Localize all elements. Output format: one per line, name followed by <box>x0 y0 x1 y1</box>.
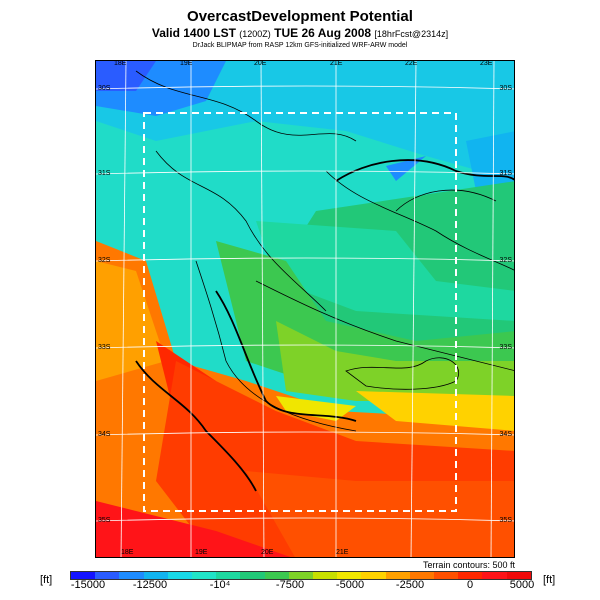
colorbar-tick: -15000 <box>70 579 106 591</box>
colorbar-tick: -12500 <box>132 579 168 591</box>
valid-time-utc: (1200Z) <box>239 29 271 39</box>
colorbar-swatch <box>434 572 459 579</box>
lat-label-right: 33S <box>499 344 512 351</box>
lat-label-left: 35S <box>98 517 111 524</box>
colorbar-swatch <box>192 572 217 579</box>
lon-label-bottom: 20E <box>261 549 274 556</box>
colorbar-tick: 5000 <box>509 579 535 591</box>
forecast-map: 18E 19E 20E 21E 22E 23E 18E 19E 20E 21E … <box>95 60 515 558</box>
colorbar-tick: -10⁴ <box>209 579 231 591</box>
lon-label-bottom: 18E <box>121 549 134 556</box>
colorbar-tick: -7500 <box>275 579 305 591</box>
lon-label-top: 19E <box>180 60 193 67</box>
map-subtitle: Valid 1400 LST (1200Z) TUE 26 Aug 2008 [… <box>0 26 600 40</box>
lat-label-right: 34S <box>499 431 512 438</box>
colorbar-swatch <box>264 572 289 579</box>
lat-label-right: 35S <box>499 517 512 524</box>
lon-label-top: 18E <box>114 60 127 67</box>
forecast-info: [18hrFcst@2314z] <box>374 29 449 39</box>
lat-label-left: 33S <box>98 344 111 351</box>
colorbar-swatch <box>337 572 362 579</box>
lat-label-right: 30S <box>499 85 512 92</box>
colorbar-unit-right: [ft] <box>543 574 556 586</box>
colorbar-swatch <box>482 572 507 579</box>
colorbar-swatch <box>361 572 386 579</box>
valid-date: TUE 26 Aug 2008 <box>274 26 372 40</box>
lon-label-top: 21E <box>330 60 343 67</box>
colorbar-swatch <box>216 572 241 579</box>
lon-label-bottom: 21E <box>336 549 349 556</box>
colorbar-unit-left: [ft] <box>40 574 53 586</box>
lon-label-bottom: 19E <box>195 549 208 556</box>
color-scale-bar <box>70 571 532 580</box>
terrain-contour-note: Terrain contours: 500 ft <box>422 560 515 570</box>
colorbar-swatch <box>313 572 338 579</box>
valid-time: Valid 1400 LST <box>151 26 236 40</box>
colorbar-swatch <box>458 572 483 579</box>
lat-label-right: 32S <box>499 257 512 264</box>
model-credit: DrJack BLIPMAP from RASP 12km GFS-initia… <box>192 42 408 49</box>
colorbar-swatch <box>240 572 265 579</box>
map-canvas <box>96 61 514 557</box>
colorbar-swatch <box>385 572 410 579</box>
colorbar-swatch <box>71 572 96 579</box>
lat-label-left: 32S <box>98 257 111 264</box>
lat-label-left: 30S <box>98 85 111 92</box>
colorbar-swatch <box>167 572 193 579</box>
colorbar-swatch <box>288 572 314 579</box>
colorbar-swatch <box>506 572 531 579</box>
lat-label-left: 31S <box>98 170 111 177</box>
lat-label-left: 34S <box>98 431 111 438</box>
lon-label-top: 22E <box>405 60 418 67</box>
map-title: OvercastDevelopment Potential <box>187 8 413 25</box>
colorbar-swatch <box>143 572 168 579</box>
colorbar-swatch <box>409 572 435 579</box>
colorbar-tick: -2500 <box>395 579 425 591</box>
colorbar-tick: -5000 <box>335 579 365 591</box>
colorbar-swatch <box>95 572 120 579</box>
colorbar-tick: 0 <box>466 579 474 591</box>
colorbar-swatch <box>119 572 144 579</box>
lat-label-right: 31S <box>499 170 512 177</box>
lon-label-top: 20E <box>254 60 267 67</box>
lon-label-top: 23E <box>480 60 493 67</box>
